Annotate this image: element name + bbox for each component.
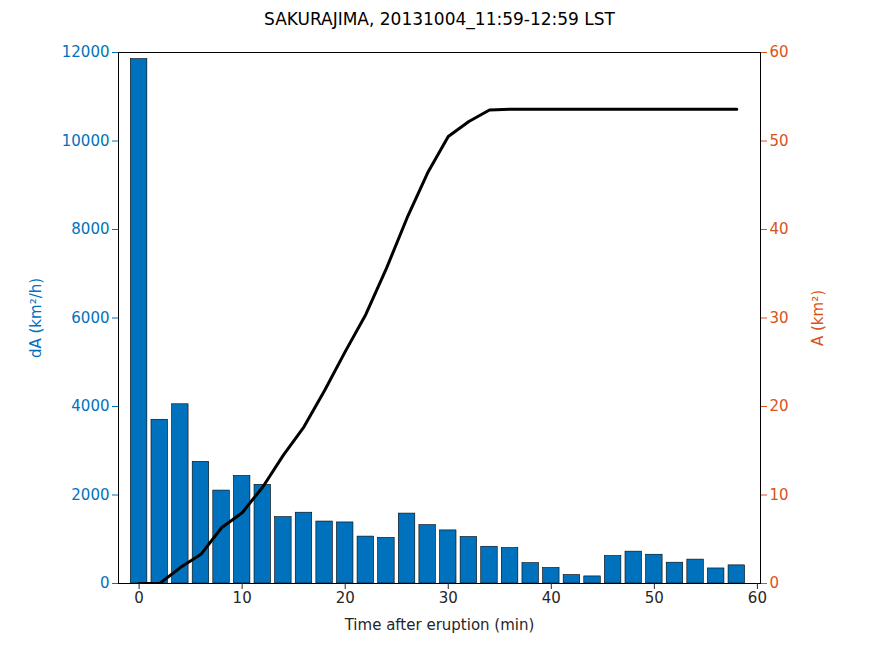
svg-text:60: 60 [748, 589, 767, 607]
svg-text:Time after eruption (min): Time after eruption (min) [344, 616, 535, 634]
svg-text:40: 40 [770, 220, 789, 238]
svg-text:30: 30 [439, 589, 458, 607]
svg-text:8000: 8000 [71, 220, 109, 238]
svg-text:dA (km²/h): dA (km²/h) [27, 278, 45, 358]
svg-text:12000: 12000 [62, 43, 110, 61]
svg-text:4000: 4000 [71, 397, 109, 415]
svg-text:20: 20 [336, 589, 355, 607]
svg-text:0: 0 [134, 589, 144, 607]
svg-text:10000: 10000 [62, 132, 110, 150]
svg-text:6000: 6000 [71, 309, 109, 327]
svg-text:50: 50 [645, 589, 664, 607]
svg-text:20: 20 [770, 397, 789, 415]
svg-text:60: 60 [770, 43, 789, 61]
svg-text:A (km²): A (km²) [809, 290, 827, 346]
svg-text:30: 30 [770, 309, 789, 327]
svg-text:0: 0 [770, 574, 780, 592]
svg-text:2000: 2000 [71, 486, 109, 504]
svg-text:10: 10 [770, 486, 789, 504]
svg-text:50: 50 [770, 132, 789, 150]
svg-text:10: 10 [233, 589, 252, 607]
svg-text:0: 0 [100, 574, 110, 592]
svg-text:SAKURAJIMA, 20131004_11:59-12:: SAKURAJIMA, 20131004_11:59-12:59 LST [264, 9, 616, 30]
svg-text:40: 40 [542, 589, 561, 607]
